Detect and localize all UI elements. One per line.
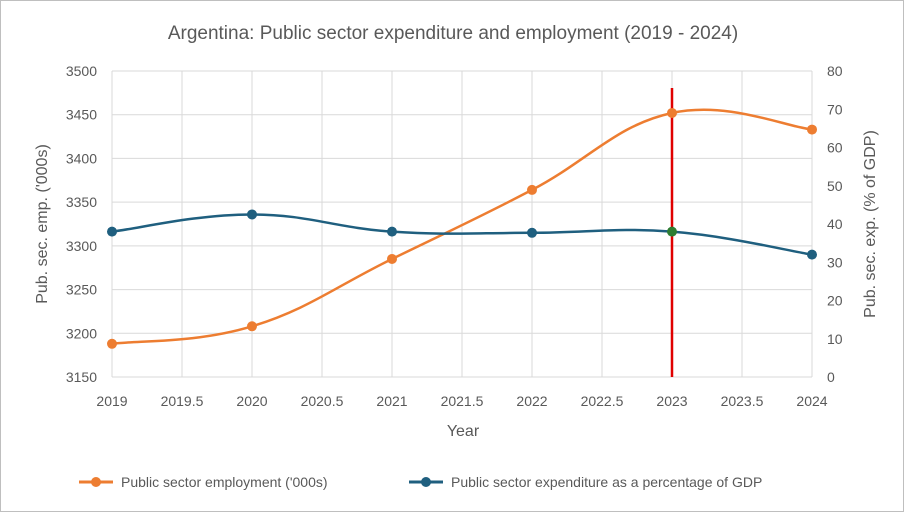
legend-label-employment: Public sector employment ('000s) — [121, 474, 328, 490]
x-tick-label: 2023.5 — [721, 393, 764, 409]
y-right-tick-labels: 0 10 20 30 40 50 60 70 80 — [827, 63, 843, 385]
series-1-point[interactable] — [807, 249, 817, 260]
legend-label-expenditure: Public sector expenditure as a percentag… — [451, 474, 762, 490]
y-right-tick-label: 70 — [827, 101, 843, 117]
series-points — [107, 107, 817, 349]
series-0-point[interactable] — [527, 184, 537, 195]
series-0-point[interactable] — [387, 253, 397, 264]
y-left-tick-label: 3450 — [66, 107, 97, 123]
series-0-point[interactable] — [807, 124, 817, 135]
series-1-point[interactable] — [247, 209, 257, 220]
y-right-tick-label: 50 — [827, 178, 843, 194]
y-left-tick-labels: 3150 3200 3250 3300 3350 3400 3450 3500 — [66, 63, 97, 385]
y-right-tick-label: 30 — [827, 254, 843, 270]
y-right-axis-title: Pub. sec. exp. (% of GDP) — [862, 130, 879, 318]
y-left-axis-title: Pub. sec. emp. ('000s) — [34, 144, 51, 304]
y-right-tick-label: 20 — [827, 293, 843, 309]
series-0-point[interactable] — [247, 321, 257, 332]
y-left-tick-label: 3200 — [66, 325, 97, 341]
x-tick-labels: 2019 2019.5 2020 2020.5 2021 2021.5 2022 2022.5… — [96, 393, 827, 409]
y-left-tick-label: 3350 — [66, 194, 97, 210]
chart-title: Argentina: Public sector expenditure and… — [168, 23, 738, 44]
series-lines — [111, 108, 813, 346]
x-tick-label: 2022.5 — [581, 393, 624, 409]
y-left-tick-label: 3500 — [66, 63, 97, 79]
x-tick-label: 2020 — [236, 393, 267, 409]
y-right-tick-label: 0 — [827, 369, 835, 385]
series-line-1 — [111, 213, 813, 256]
y-left-tick-label: 3250 — [66, 282, 97, 298]
x-tick-label: 2021.5 — [441, 393, 484, 409]
series-0-point[interactable] — [667, 107, 677, 118]
series-1-point[interactable] — [527, 227, 537, 238]
series-0-point[interactable] — [107, 338, 117, 349]
y-left-tick-label: 3400 — [66, 150, 97, 166]
x-tick-label: 2020.5 — [301, 393, 344, 409]
x-tick-label: 2021 — [376, 393, 407, 409]
legend-item-expenditure[interactable]: Public sector expenditure as a percentag… — [409, 474, 762, 490]
x-tick-label: 2024 — [796, 393, 827, 409]
x-tick-label: 2019.5 — [161, 393, 204, 409]
y-right-tick-label: 80 — [827, 63, 843, 79]
series-1-point[interactable] — [107, 226, 117, 237]
legend-item-employment[interactable]: Public sector employment ('000s) — [79, 474, 328, 490]
y-right-tick-label: 60 — [827, 140, 843, 156]
x-axis-title: Year — [447, 423, 480, 440]
y-left-tick-label: 3150 — [66, 369, 97, 385]
legend: Public sector employment ('000s) Public … — [79, 474, 762, 490]
y-left-tick-label: 3300 — [66, 238, 97, 254]
x-tick-label: 2022 — [516, 393, 547, 409]
x-tick-label: 2023 — [656, 393, 687, 409]
y-right-tick-label: 40 — [827, 216, 843, 232]
series-1-point[interactable] — [667, 226, 677, 237]
y-right-tick-label: 10 — [827, 331, 843, 347]
series-line-0 — [111, 108, 813, 346]
series-1-point[interactable] — [387, 226, 397, 237]
x-tick-label: 2019 — [96, 393, 127, 409]
